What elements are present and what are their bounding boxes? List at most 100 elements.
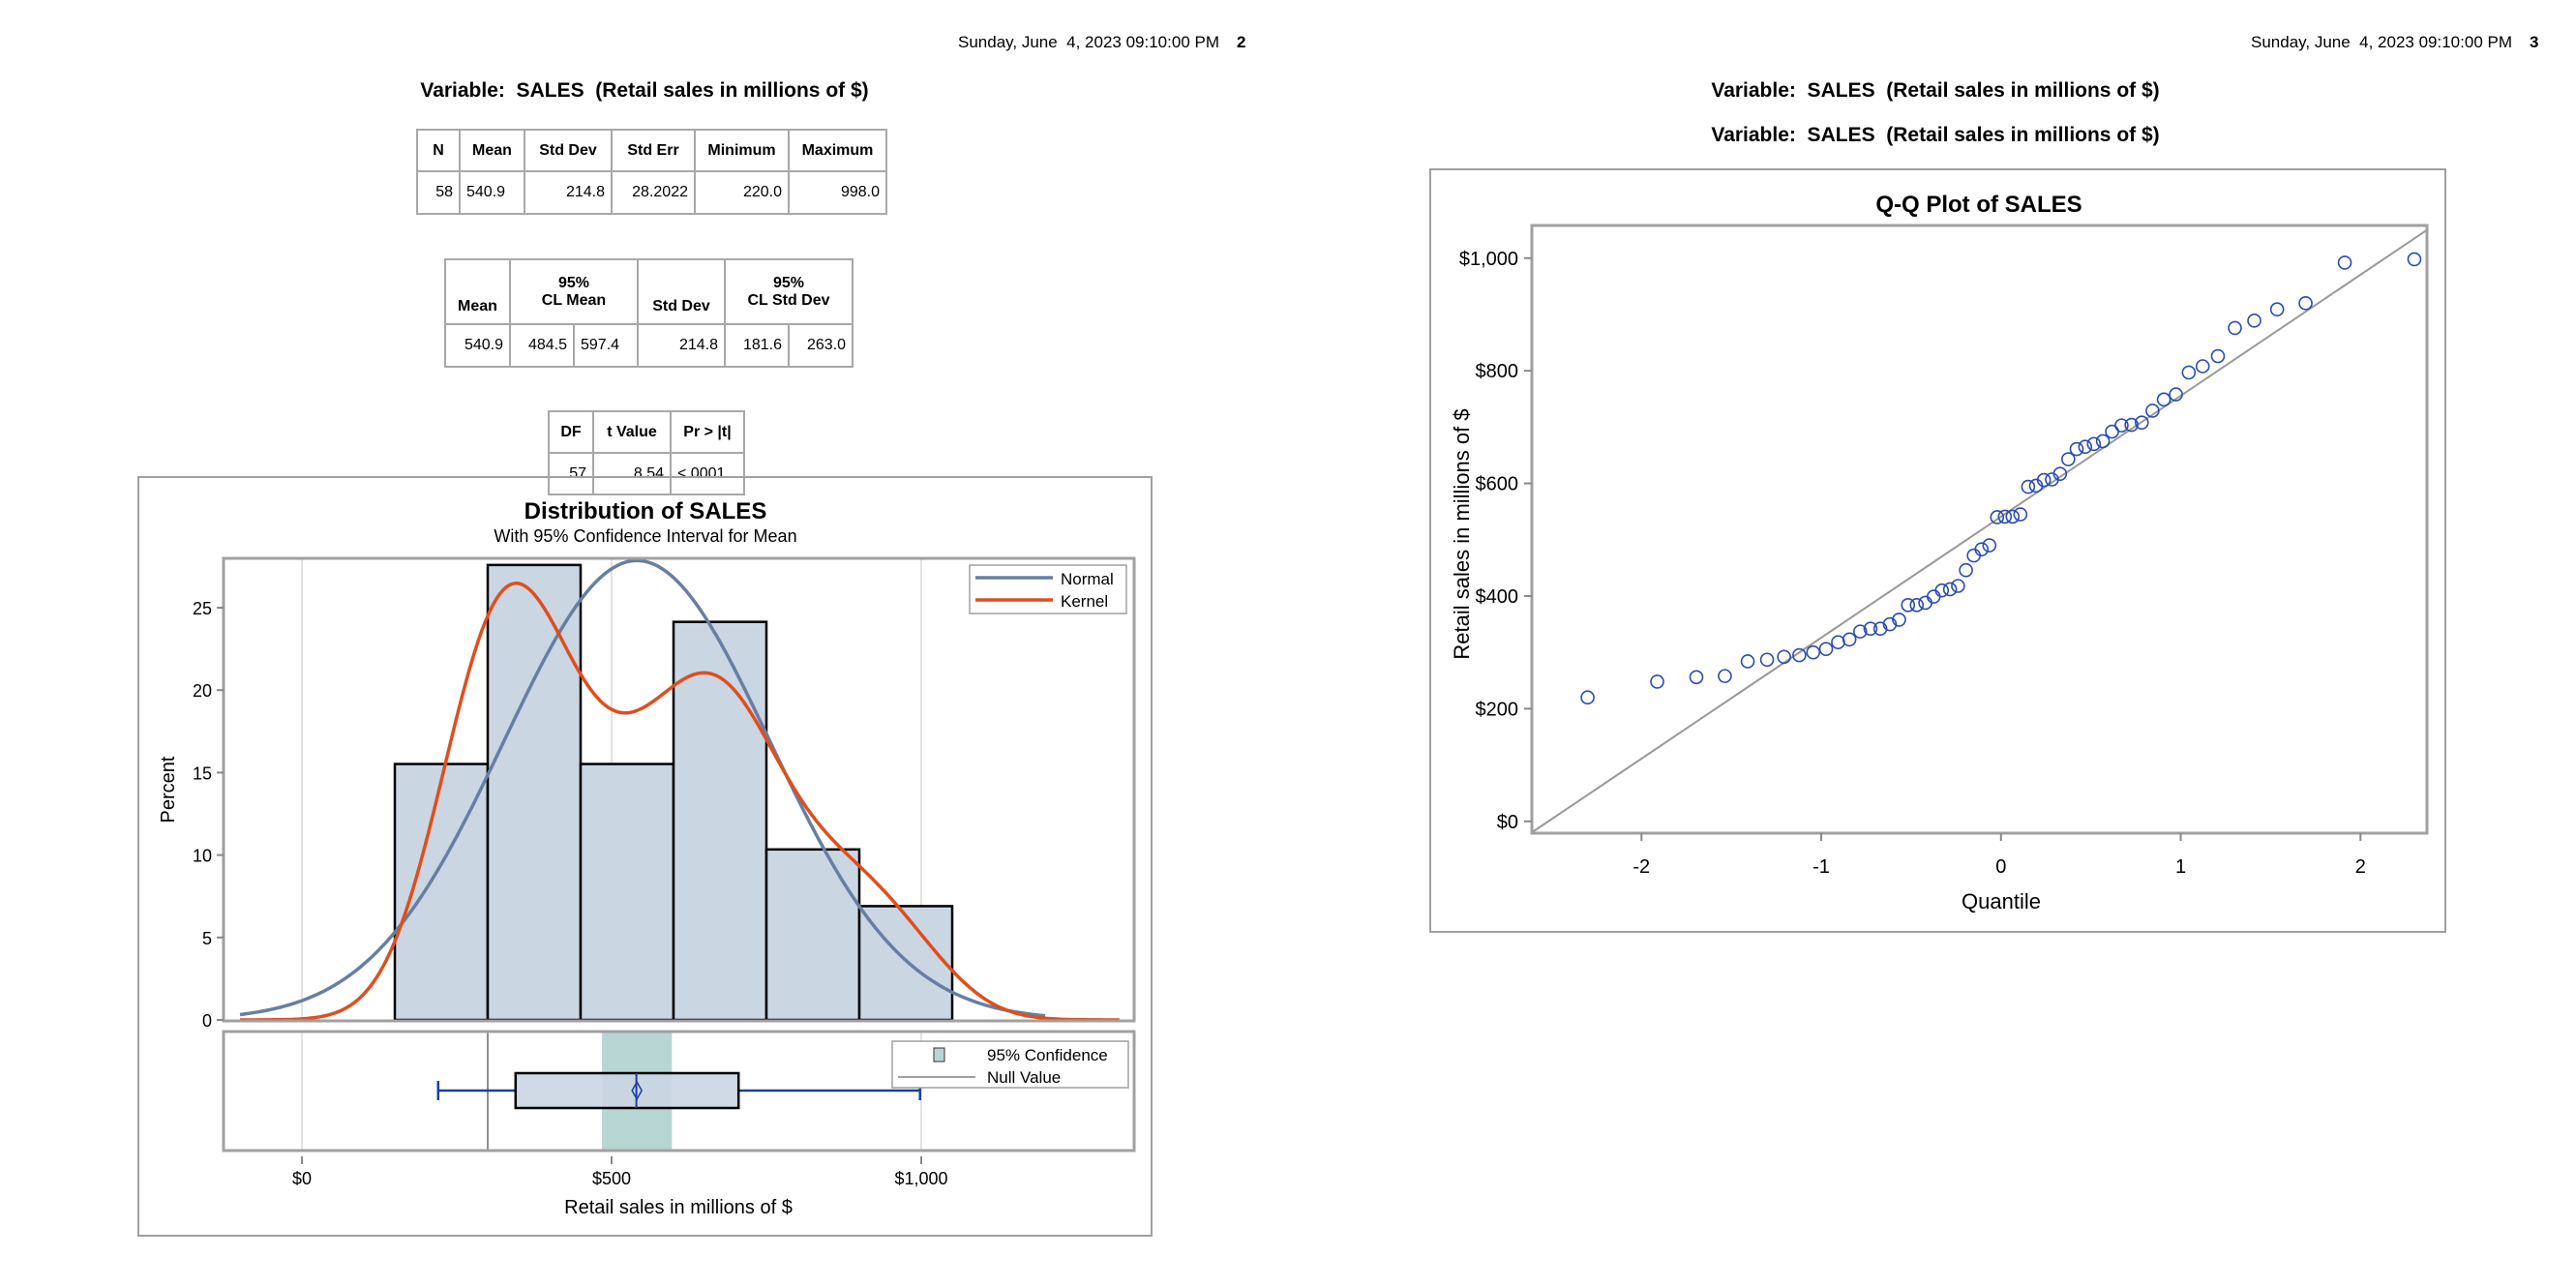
header-line: 95% bbox=[557, 274, 590, 291]
qq-point bbox=[1689, 670, 1704, 685]
legend-box bbox=[969, 564, 1127, 614]
x-tick-label: 1 bbox=[2175, 856, 2186, 878]
header-date: Sunday, June 4, 2023 09:10:00 PM bbox=[958, 33, 1219, 51]
legend-normal-label: Normal bbox=[1061, 570, 1114, 588]
variable-title: Variable: SALES (Retail sales in million… bbox=[420, 79, 869, 102]
mean-diamond bbox=[631, 1080, 644, 1101]
qq-point bbox=[2195, 359, 2210, 374]
legend-kernel-label: Kernel bbox=[1061, 592, 1108, 611]
qq-point bbox=[1777, 649, 1791, 665]
qq-point bbox=[1974, 542, 1990, 556]
qq-point bbox=[1818, 642, 1834, 656]
cell: 214.8 bbox=[524, 170, 613, 215]
qq-point bbox=[2247, 314, 2261, 328]
qq-point bbox=[1951, 579, 1965, 593]
cell: 540.9 bbox=[459, 170, 525, 215]
qq-point bbox=[2169, 387, 2183, 402]
qq-point bbox=[1842, 632, 1857, 647]
qq-point bbox=[1959, 562, 1973, 578]
qq-point bbox=[1718, 669, 1732, 683]
qq-plot-area bbox=[1530, 224, 2429, 835]
y-tick-label: 10 bbox=[193, 847, 212, 866]
histogram-plot-area bbox=[222, 556, 1136, 1023]
qq-point bbox=[2134, 415, 2149, 431]
cell: 28.2022 bbox=[611, 170, 696, 215]
y-tick-label: 0 bbox=[202, 1011, 212, 1031]
x-tick-label: $500 bbox=[592, 1169, 631, 1188]
qq-point bbox=[1863, 621, 1878, 637]
y-axis-label: Percent bbox=[158, 756, 179, 823]
x-tick-label: 0 bbox=[1995, 856, 2006, 878]
col-header: Maximum bbox=[788, 129, 887, 172]
cell: 998.0 bbox=[788, 170, 887, 215]
ci-table: Mean 95% CL Mean Std Dev 95% CL Std Dev 54… bbox=[444, 258, 854, 368]
y-tick-label: $600 bbox=[1476, 474, 1519, 495]
cell: 597.4 bbox=[573, 323, 639, 368]
qq-point bbox=[1892, 613, 1906, 627]
boxplot-legend-box bbox=[891, 1040, 1129, 1089]
cell: 181.6 bbox=[724, 323, 790, 368]
qq-point bbox=[2407, 252, 2422, 267]
qq-point bbox=[1740, 654, 1755, 669]
page-number: 3 bbox=[2530, 33, 2539, 51]
kernel-curve bbox=[240, 581, 1120, 1022]
legend-null-label: Null Value bbox=[987, 1068, 1061, 1087]
histogram-frame bbox=[137, 476, 1153, 1237]
y-tick-label: $0 bbox=[1497, 812, 1518, 833]
cell: 57 bbox=[548, 452, 594, 495]
x-tick-label: $1,000 bbox=[894, 1169, 947, 1188]
qq-point bbox=[2013, 507, 2028, 522]
cell: 484.5 bbox=[509, 323, 575, 368]
qq-point bbox=[2228, 320, 2242, 336]
qq-point bbox=[2069, 441, 2084, 457]
qq-point bbox=[1882, 616, 1898, 632]
col-header: Std Dev bbox=[524, 129, 613, 172]
qq-point bbox=[2061, 452, 2076, 466]
y-tick-label: $200 bbox=[1476, 699, 1519, 720]
col-header: Std Err bbox=[611, 129, 696, 172]
chart-subtitle: With 95% Confidence Interval for Mean bbox=[494, 526, 796, 546]
qq-point bbox=[2269, 302, 2285, 317]
histogram-bar bbox=[579, 763, 675, 1022]
qq-point bbox=[1909, 597, 1925, 613]
page-number: 2 bbox=[1237, 33, 1246, 51]
header-line: CL Mean bbox=[541, 291, 607, 309]
qq-point bbox=[2078, 439, 2093, 455]
qq-point bbox=[2086, 436, 2102, 452]
qq-point bbox=[2052, 466, 2068, 481]
x-axis-label: Retail sales in millions of $ bbox=[564, 1197, 793, 1218]
qq-title: Q-Q Plot of SALES bbox=[1875, 192, 2082, 218]
box bbox=[514, 1071, 740, 1110]
header-line: CL Std Dev bbox=[747, 291, 830, 309]
qq-point bbox=[1926, 589, 1941, 604]
col-header: Minimum bbox=[694, 129, 790, 172]
variable-title: Variable: SALES (Retail sales in million… bbox=[1711, 124, 2160, 146]
histogram-bar bbox=[486, 563, 583, 1022]
cell: 214.8 bbox=[637, 323, 726, 368]
qq-point bbox=[1942, 582, 1958, 597]
y-tick-label: 5 bbox=[202, 929, 212, 948]
col-header: 95% CL Mean bbox=[509, 258, 639, 325]
qq-point bbox=[1990, 510, 2005, 524]
qq-point bbox=[2210, 348, 2226, 364]
y-tick-label: 25 bbox=[193, 599, 212, 618]
cell: 263.0 bbox=[788, 323, 854, 368]
qq-point bbox=[1759, 652, 1775, 668]
legend-confidence-label: 95% Confidence bbox=[987, 1046, 1108, 1064]
cell: 58 bbox=[416, 170, 461, 215]
y-tick-label: $800 bbox=[1476, 361, 1519, 382]
x-tick-label: -1 bbox=[1812, 856, 1830, 878]
qq-point bbox=[1806, 644, 1821, 660]
y-tick-label: $1,000 bbox=[1459, 249, 1518, 270]
qq-point bbox=[1792, 647, 1807, 663]
x-tick-label: $0 bbox=[292, 1169, 312, 1188]
qq-point bbox=[1966, 548, 1982, 563]
header-line: 95% bbox=[772, 274, 805, 291]
page3-header: Sunday, June 4, 2023 09:10:00 PM 3 bbox=[2251, 33, 2538, 52]
y-tick-label: 15 bbox=[193, 763, 212, 783]
qq-point bbox=[1580, 690, 1595, 705]
col-header: Mean bbox=[444, 258, 511, 325]
legend-confidence-swatch bbox=[933, 1047, 945, 1063]
x-axis-label: Quantile bbox=[1962, 889, 2041, 913]
